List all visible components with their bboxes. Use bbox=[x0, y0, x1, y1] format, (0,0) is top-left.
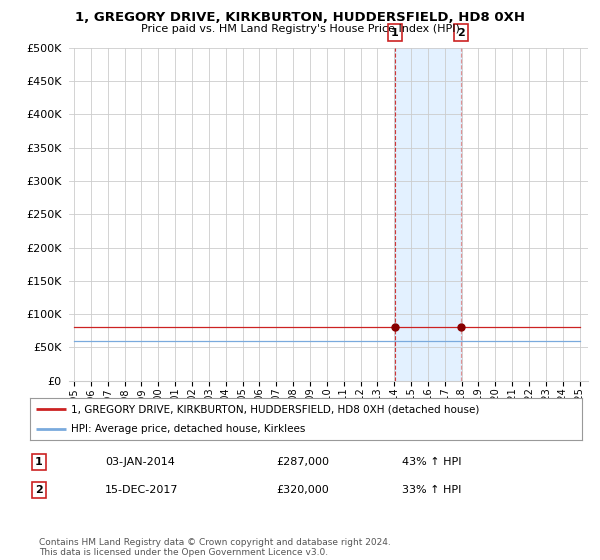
Text: 1: 1 bbox=[35, 457, 43, 467]
Text: HPI: Average price, detached house, Kirklees: HPI: Average price, detached house, Kirk… bbox=[71, 424, 306, 434]
Text: 15-DEC-2017: 15-DEC-2017 bbox=[105, 485, 179, 495]
Bar bbox=[395, 48, 461, 381]
Text: 03-JAN-2014: 03-JAN-2014 bbox=[105, 457, 175, 467]
Text: £320,000: £320,000 bbox=[276, 485, 329, 495]
Text: 1: 1 bbox=[391, 27, 398, 38]
Text: Contains HM Land Registry data © Crown copyright and database right 2024.
This d: Contains HM Land Registry data © Crown c… bbox=[39, 538, 391, 557]
Text: 43% ↑ HPI: 43% ↑ HPI bbox=[402, 457, 461, 467]
Text: 2: 2 bbox=[35, 485, 43, 495]
Text: Price paid vs. HM Land Registry's House Price Index (HPI): Price paid vs. HM Land Registry's House … bbox=[140, 24, 460, 34]
Text: 1, GREGORY DRIVE, KIRKBURTON, HUDDERSFIELD, HD8 0XH (detached house): 1, GREGORY DRIVE, KIRKBURTON, HUDDERSFIE… bbox=[71, 404, 480, 414]
Text: 2: 2 bbox=[457, 27, 465, 38]
Text: 33% ↑ HPI: 33% ↑ HPI bbox=[402, 485, 461, 495]
Text: 1, GREGORY DRIVE, KIRKBURTON, HUDDERSFIELD, HD8 0XH: 1, GREGORY DRIVE, KIRKBURTON, HUDDERSFIE… bbox=[75, 11, 525, 24]
Text: £287,000: £287,000 bbox=[276, 457, 329, 467]
